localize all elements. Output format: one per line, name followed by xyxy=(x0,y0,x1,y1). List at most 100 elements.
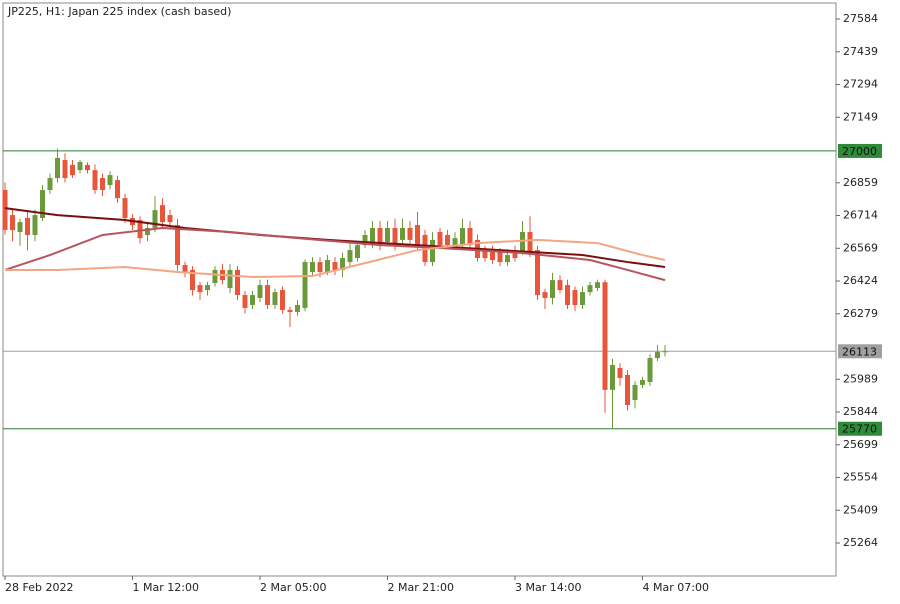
x-tick-label: 2 Mar 05:00 xyxy=(260,581,326,594)
moving-average xyxy=(5,238,666,278)
candle-body xyxy=(32,215,38,235)
y-tick-label: 25844 xyxy=(843,405,878,418)
candle-body xyxy=(40,190,45,219)
candle-body xyxy=(662,351,668,353)
candle-body xyxy=(550,280,555,298)
y-tick-label: 25554 xyxy=(843,471,878,484)
candle-body xyxy=(212,269,218,284)
candle-body xyxy=(2,190,8,230)
y-tick-label: 27294 xyxy=(843,78,878,91)
candle-body xyxy=(92,170,98,191)
candle-body xyxy=(47,178,53,191)
level-label-box xyxy=(838,143,882,158)
candle-body xyxy=(302,262,308,308)
plot-frame xyxy=(2,2,837,577)
candle-body xyxy=(415,225,420,246)
candle-body xyxy=(167,215,173,223)
y-tick-label: 26279 xyxy=(843,307,878,320)
candle-body xyxy=(445,234,450,246)
candle-body xyxy=(332,262,338,270)
y-tick-label: 27439 xyxy=(843,45,878,58)
level-label-box xyxy=(838,421,882,436)
y-tick-label: 26714 xyxy=(843,209,878,222)
candle-body xyxy=(625,374,630,406)
candle-body xyxy=(115,180,120,199)
candle-body xyxy=(235,269,240,296)
candle-body xyxy=(385,227,390,242)
x-tick-label: 1 Mar 12:00 xyxy=(133,581,199,594)
candle-body xyxy=(602,282,608,390)
candle-body xyxy=(107,175,113,186)
candle-body xyxy=(655,351,660,359)
candle-body xyxy=(77,162,83,171)
candle-body xyxy=(362,234,368,246)
candle-body xyxy=(122,198,128,219)
y-tick-label: 25409 xyxy=(843,503,878,516)
candle-body xyxy=(137,220,143,239)
y-tick-label: 25989 xyxy=(843,372,878,385)
candle-body xyxy=(325,260,330,272)
x-tick-label: 4 Mar 07:00 xyxy=(643,581,709,594)
candle-body xyxy=(505,255,510,263)
candle-body xyxy=(227,269,233,289)
candle-body xyxy=(265,285,270,305)
candle-body xyxy=(430,239,435,263)
candle-body xyxy=(565,285,570,305)
candle-body xyxy=(257,285,263,298)
y-tick-label: 25699 xyxy=(843,438,878,451)
moving-average xyxy=(4,226,666,282)
candle-body xyxy=(85,164,90,171)
y-tick-label: 26859 xyxy=(843,176,878,189)
candle-body xyxy=(580,292,585,305)
x-tick-label: 28 Feb 2022 xyxy=(5,581,73,594)
candle-body xyxy=(467,227,473,246)
x-tick-label: 2 Mar 21:00 xyxy=(388,581,454,594)
candle-body xyxy=(610,365,615,390)
candle-body xyxy=(377,227,383,246)
candle-body xyxy=(182,264,188,272)
chart-title: JP225, H1: Japan 225 index (cash based) xyxy=(7,5,231,18)
candle-body xyxy=(295,304,300,312)
candle-body xyxy=(205,285,210,291)
candle-body xyxy=(520,232,525,253)
candle-body xyxy=(100,178,105,191)
candle-body xyxy=(490,250,495,261)
candle-body xyxy=(250,295,255,305)
candle-body xyxy=(400,227,405,240)
candle-body xyxy=(370,227,375,246)
candle-body xyxy=(340,257,345,270)
candle-body xyxy=(535,250,540,296)
candle-body xyxy=(175,225,180,265)
candle-body xyxy=(55,157,60,179)
candle-body xyxy=(617,367,623,378)
candle-body xyxy=(190,269,195,291)
candle-body xyxy=(197,285,203,293)
candle-body xyxy=(242,295,248,308)
candle-body xyxy=(287,309,293,312)
y-tick-label: 27149 xyxy=(843,110,878,123)
candle-body xyxy=(392,227,398,246)
candle-body xyxy=(437,232,443,246)
candle-body xyxy=(640,379,645,385)
candle-body xyxy=(407,227,413,240)
candle-body xyxy=(632,384,638,401)
candle-body xyxy=(17,222,23,233)
candle-body xyxy=(10,215,15,230)
candle-body xyxy=(347,250,353,263)
x-tick-label: 3 Mar 14:00 xyxy=(515,581,581,594)
candle-body xyxy=(497,252,503,263)
candle-body xyxy=(460,227,465,246)
level-label: 27000 xyxy=(842,145,877,158)
level-label: 25770 xyxy=(842,423,877,436)
candle-body xyxy=(152,210,158,228)
candle-body xyxy=(452,238,458,246)
level-label-box xyxy=(838,344,882,359)
candle-body xyxy=(647,358,653,382)
y-tick-label: 26424 xyxy=(843,274,878,287)
candle-body xyxy=(160,205,165,223)
candle-body xyxy=(317,262,323,272)
candle-body xyxy=(557,280,563,291)
y-tick-label: 27584 xyxy=(843,12,878,25)
candle-body xyxy=(145,227,150,235)
